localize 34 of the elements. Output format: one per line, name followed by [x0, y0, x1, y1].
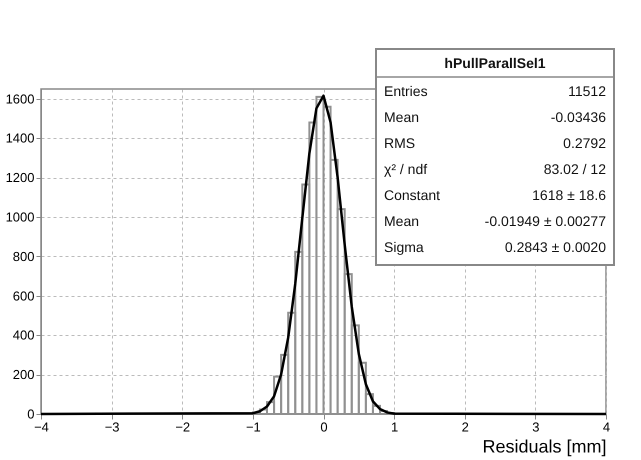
x-tick-label: 4 [602, 420, 610, 434]
annotation: Mean [384, 109, 420, 125]
annotation: 0.2843 ± 0.0020 [504, 239, 606, 255]
y-tick-label: 200 [12, 367, 34, 382]
annotation: Constant [384, 187, 440, 203]
annotation: Sigma [384, 239, 424, 255]
y-tick-label: 800 [12, 248, 34, 264]
annotation: 0.2792 [563, 135, 606, 151]
y-tick-label: 0 [27, 406, 34, 422]
x-tick-label: −3 [104, 420, 120, 434]
x-tick-label: 2 [462, 420, 469, 434]
x-tick-label: −4 [34, 420, 49, 434]
y-tick-label: 1600 [6, 91, 34, 106]
x-tick-label: 3 [532, 420, 540, 434]
x-tick-label: 0 [320, 420, 328, 434]
annotation: 1618 ± 18.6 [532, 187, 606, 203]
y-tick-label: 1000 [6, 210, 34, 225]
x-tick-label: −1 [246, 420, 261, 434]
annotation: Mean [384, 213, 420, 229]
y-tick-label: 1200 [6, 170, 34, 186]
annotation: Entries [384, 83, 428, 99]
annotation: -0.03436 [550, 109, 606, 125]
annotation: 83.02 / 12 [544, 161, 606, 177]
x-tick-label: −2 [175, 420, 190, 434]
y-tick-label: 1400 [6, 130, 34, 146]
y-tick-label: 600 [12, 288, 34, 304]
annotation: RMS [384, 135, 416, 151]
x-axis-title: Residuals [mm] [482, 436, 606, 456]
y-tick-label: 400 [12, 328, 34, 343]
annotation: 11512 [568, 83, 606, 99]
annotation: -0.01949 ± 0.00277 [484, 213, 606, 229]
text: hPullParallSel1 [444, 55, 546, 71]
x-tick-label: 1 [391, 420, 398, 434]
annotation: χ² / ndf [384, 161, 428, 177]
